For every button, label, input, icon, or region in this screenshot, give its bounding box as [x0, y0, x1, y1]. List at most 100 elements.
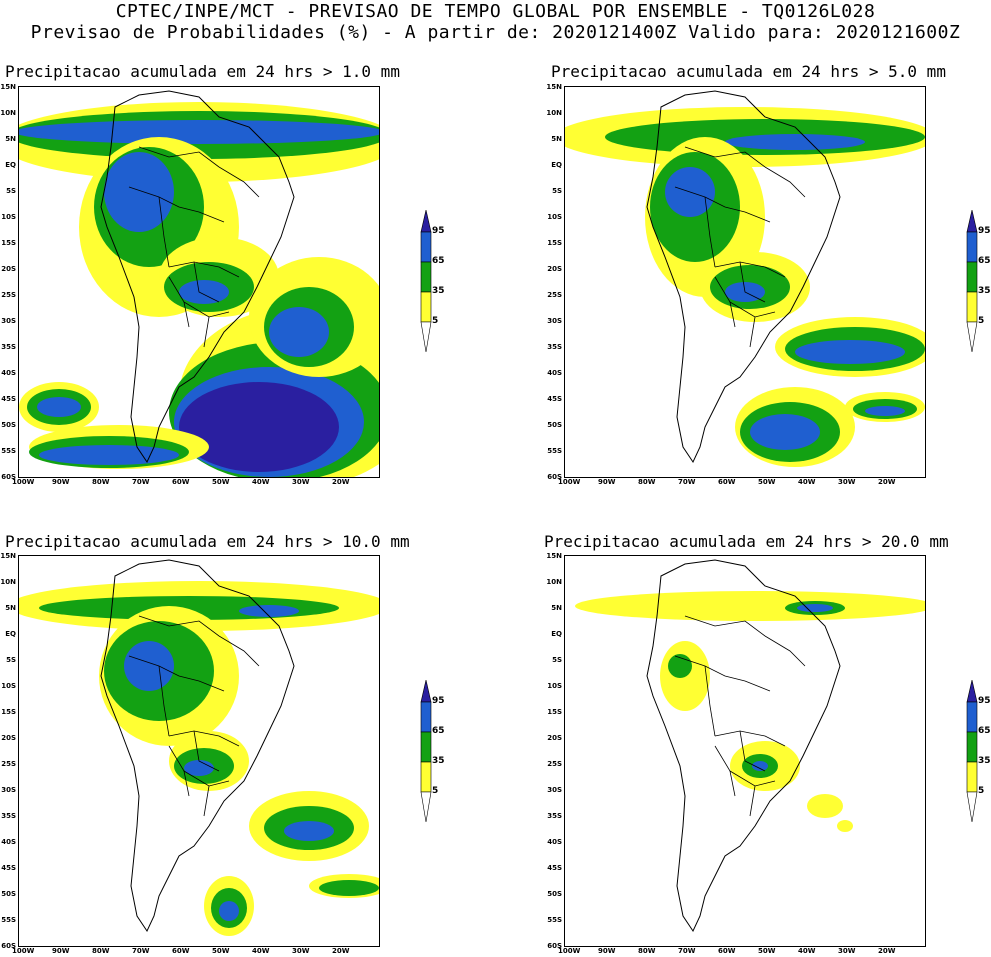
- colorbar-label: 5: [978, 316, 985, 326]
- latitude-label: 10S: [547, 213, 562, 221]
- probability-area: [795, 340, 905, 364]
- latitude-label: 5N: [551, 604, 562, 612]
- longitude-label: 100W: [12, 947, 35, 955]
- latitude-label: 10S: [1, 682, 16, 690]
- latitude-label: 55S: [1, 916, 16, 924]
- probability-area: [104, 152, 174, 232]
- colorbar-segment: [420, 791, 432, 823]
- colorbar-segment: [966, 761, 978, 793]
- longitude-label: 80W: [638, 947, 656, 955]
- latitude-label: EQ: [5, 630, 16, 638]
- latitude-label: 30S: [1, 786, 16, 794]
- colorbar-label: 35: [978, 756, 991, 766]
- panel-2-map: [564, 86, 926, 478]
- colorbar-label: 95: [978, 696, 991, 706]
- colorbar-segment: [966, 231, 978, 263]
- colorbar-segment: [966, 291, 978, 323]
- latitude-label: 60S: [1, 473, 16, 481]
- probability-area: [807, 794, 843, 818]
- longitude-label: 70W: [678, 478, 696, 486]
- latitude-label: 15S: [1, 239, 16, 247]
- latitude-label: 40S: [1, 838, 16, 846]
- country-border: [764, 635, 806, 667]
- latitude-label: 35S: [1, 343, 16, 351]
- latitude-label: 15N: [546, 552, 562, 560]
- latitude-label: 35S: [547, 812, 562, 820]
- longitude-label: 40W: [798, 478, 816, 486]
- country-border: [128, 655, 225, 692]
- colorbar-label: 65: [978, 256, 991, 266]
- latitude-label: 5S: [6, 656, 16, 664]
- colorbar-svg: [420, 209, 432, 353]
- country-border: [739, 730, 766, 772]
- latitude-label: 5N: [551, 135, 562, 143]
- precip-map-svg: [575, 559, 925, 933]
- colorbar-segment: [966, 679, 978, 703]
- longitude-label: 20W: [878, 478, 896, 486]
- longitude-label: 90W: [52, 478, 70, 486]
- latitude-label: 35S: [547, 343, 562, 351]
- probability-area: [837, 820, 853, 832]
- country-border: [168, 261, 240, 278]
- longitude-label: 80W: [638, 478, 656, 486]
- colorbar-segment: [420, 731, 432, 763]
- latitude-label: 15S: [547, 708, 562, 716]
- latitude-label: 15S: [1, 708, 16, 716]
- latitude-label: 15N: [546, 83, 562, 91]
- colorbar-segment: [966, 731, 978, 763]
- longitude-label: 90W: [598, 947, 616, 955]
- country-border: [128, 186, 225, 223]
- continent-outline: [100, 90, 295, 464]
- latitude-label: 60S: [547, 942, 562, 950]
- latitude-label: 30S: [1, 317, 16, 325]
- precip-map-svg: [19, 90, 379, 477]
- precip-map-svg: [19, 559, 379, 936]
- longitude-label: 60W: [718, 478, 736, 486]
- longitude-label: 50W: [212, 947, 230, 955]
- colorbar-label: 35: [432, 756, 445, 766]
- panel-2-title: Precipitacao acumulada em 24 hrs > 5.0 m…: [551, 62, 946, 81]
- probability-area: [124, 641, 174, 691]
- latitude-label: 55S: [547, 916, 562, 924]
- latitude-label: 20S: [1, 734, 16, 742]
- latitude-label: 40S: [547, 838, 562, 846]
- latitude-label: 45S: [1, 395, 16, 403]
- panel-1-map: [18, 86, 380, 478]
- latitude-label: 50S: [547, 421, 562, 429]
- colorbar-segment: [420, 761, 432, 793]
- country-border: [674, 186, 771, 223]
- latitude-label: 60S: [547, 473, 562, 481]
- probability-area: [184, 760, 214, 776]
- colorbar-label: 35: [432, 286, 445, 296]
- longitude-label: 70W: [132, 478, 150, 486]
- probability-area: [239, 605, 299, 617]
- latitude-label: 30S: [547, 786, 562, 794]
- colorbar-label: 95: [432, 696, 445, 706]
- latitude-label: 45S: [547, 395, 562, 403]
- country-border: [168, 730, 240, 747]
- latitude-label: 20S: [547, 734, 562, 742]
- country-border: [714, 261, 786, 278]
- country-border: [714, 730, 786, 747]
- probability-area: [752, 761, 768, 771]
- colorbar-segment: [966, 791, 978, 823]
- colorbar-segment: [966, 321, 978, 353]
- latitude-label: EQ: [5, 161, 16, 169]
- colorbar-segment: [966, 701, 978, 733]
- panel-3-map: [18, 555, 380, 947]
- longitude-label: 60W: [172, 478, 190, 486]
- country-border: [193, 261, 220, 303]
- country-border: [193, 730, 220, 772]
- continent-outline: [646, 90, 841, 464]
- colorbar-segment: [420, 701, 432, 733]
- colorbar-label: 65: [432, 726, 445, 736]
- longitude-label: 80W: [92, 947, 110, 955]
- latitude-label: 5N: [5, 135, 16, 143]
- country-border: [203, 316, 210, 348]
- latitude-label: 25S: [1, 291, 16, 299]
- latitude-label: 40S: [1, 369, 16, 377]
- probability-area: [219, 901, 239, 921]
- country-border: [764, 166, 806, 198]
- colorbar-segment: [420, 291, 432, 323]
- latitude-label: 10S: [547, 682, 562, 690]
